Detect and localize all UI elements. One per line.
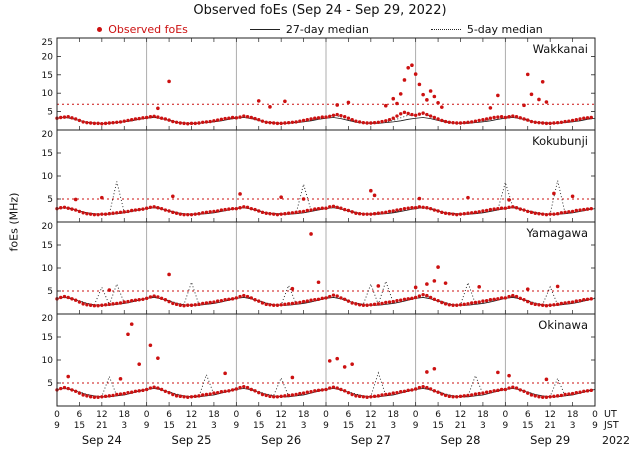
panel-yamagawa: 5 10 15 20 Yamagawa (42, 221, 596, 315)
svg-text:0: 0 (502, 410, 508, 420)
svg-text:12: 12 (275, 410, 286, 420)
svg-text:12: 12 (186, 410, 197, 420)
svg-text:12: 12 (455, 410, 466, 420)
svg-text:6: 6 (256, 410, 262, 420)
svg-text:3: 3 (570, 421, 576, 431)
svg-text:3: 3 (301, 421, 307, 431)
svg-text:9: 9 (54, 421, 60, 431)
svg-text:18: 18 (298, 410, 310, 420)
legend-item-27day-median: 27-day median (249, 23, 369, 36)
station-label-kokubunji: Kokubunji (532, 134, 588, 148)
svg-text:0: 0 (413, 410, 419, 420)
svg-text:9: 9 (144, 421, 150, 431)
legend-label-5day-median: 5-day median (466, 23, 543, 36)
svg-text:21: 21 (186, 421, 197, 431)
svg-text:15: 15 (343, 421, 354, 431)
observed-dot-icon (97, 27, 103, 32)
svg-text:6: 6 (525, 410, 531, 420)
svg-text:5: 5 (47, 287, 53, 297)
dotted-line-icon (430, 29, 461, 30)
svg-text:6: 6 (77, 410, 83, 420)
svg-text:12: 12 (365, 410, 376, 420)
station-label-yamagawa: Yamagawa (525, 226, 588, 240)
svg-text:15: 15 (42, 71, 53, 81)
svg-text:15: 15 (253, 421, 264, 431)
legend-label-27day-median: 27-day median (285, 23, 369, 36)
svg-text:10: 10 (42, 264, 54, 274)
day-label: Sep 25 (172, 433, 212, 447)
svg-text:18: 18 (567, 410, 579, 420)
svg-text:5: 5 (47, 108, 53, 118)
day-label: Sep 27 (351, 433, 391, 447)
svg-text:21: 21 (544, 421, 555, 431)
svg-text:6: 6 (435, 410, 441, 420)
svg-text:15: 15 (42, 241, 53, 251)
svg-text:20: 20 (42, 222, 54, 232)
svg-text:3: 3 (121, 421, 127, 431)
legend-label-observed: Observed foEs (108, 23, 188, 36)
svg-text:9: 9 (323, 421, 329, 431)
svg-text:18: 18 (477, 410, 489, 420)
svg-text:10: 10 (42, 89, 54, 99)
svg-text:15: 15 (42, 149, 53, 159)
svg-text:20: 20 (42, 314, 54, 324)
svg-text:10: 10 (42, 356, 54, 366)
svg-text:0: 0 (54, 410, 60, 420)
x-axis-labels: 0 6 12 18 0 6 12 18 0 6 12 18 0 6 12 18 0 6 12 18 0 6 12 18 09 15… (54, 409, 630, 447)
svg-text:20: 20 (42, 130, 54, 140)
svg-text:9: 9 (502, 421, 508, 431)
svg-text:12: 12 (544, 410, 555, 420)
svg-text:18: 18 (388, 410, 400, 420)
panel-kokubunji: 5 10 15 20 Kokubunji (42, 129, 596, 223)
legend-item-observed: Observed foEs (97, 23, 188, 36)
svg-text:21: 21 (455, 421, 466, 431)
svg-text:15: 15 (42, 333, 53, 343)
svg-text:15: 15 (522, 421, 533, 431)
svg-text:15: 15 (74, 421, 85, 431)
svg-text:5: 5 (47, 195, 53, 205)
chart-title: Observed foEs (Sep 24 - Sep 29, 2022) (193, 3, 447, 18)
svg-text:10: 10 (42, 172, 54, 182)
panel-wakkanai: 5 10 15 20 25 Wakkanai (42, 37, 596, 131)
svg-text:0: 0 (323, 410, 329, 420)
svg-text:21: 21 (96, 421, 107, 431)
svg-text:9: 9 (413, 421, 419, 431)
svg-text:12: 12 (96, 410, 107, 420)
svg-text:21: 21 (365, 421, 376, 431)
svg-text:15: 15 (432, 421, 443, 431)
panel-okinawa: 5 10 15 20 Okinawa (42, 313, 596, 407)
chart-legend: Observed foEs 27-day median 5-day median (0, 23, 640, 36)
svg-text:6: 6 (166, 410, 172, 420)
ut-axis-label: UT (604, 409, 617, 420)
day-label: Sep 26 (261, 433, 301, 447)
svg-text:3: 3 (480, 421, 486, 431)
svg-text:25: 25 (42, 38, 53, 48)
svg-text:6: 6 (346, 410, 352, 420)
svg-text:21: 21 (275, 421, 286, 431)
svg-text:3: 3 (390, 421, 396, 431)
svg-text:0: 0 (144, 410, 150, 420)
year-label: 2022 (602, 434, 630, 447)
svg-text:15: 15 (163, 421, 174, 431)
svg-text:3: 3 (211, 421, 217, 431)
svg-text:9: 9 (233, 421, 239, 431)
day-label: Sep 24 (82, 433, 122, 447)
day-label: Sep 29 (530, 433, 570, 447)
svg-text:18: 18 (208, 410, 220, 420)
jst-axis-label: JST (603, 420, 619, 431)
svg-text:18: 18 (119, 410, 131, 420)
svg-text:0: 0 (592, 410, 598, 420)
solid-line-icon (249, 29, 280, 30)
station-label-okinawa: Okinawa (538, 318, 588, 332)
station-label-wakkanai: Wakkanai (533, 42, 588, 56)
svg-text:9: 9 (592, 421, 598, 431)
legend-item-5day-median: 5-day median (430, 23, 543, 36)
svg-text:0: 0 (233, 410, 239, 420)
svg-text:20: 20 (42, 52, 54, 62)
svg-text:5: 5 (47, 379, 53, 389)
day-label: Sep 28 (441, 433, 481, 447)
